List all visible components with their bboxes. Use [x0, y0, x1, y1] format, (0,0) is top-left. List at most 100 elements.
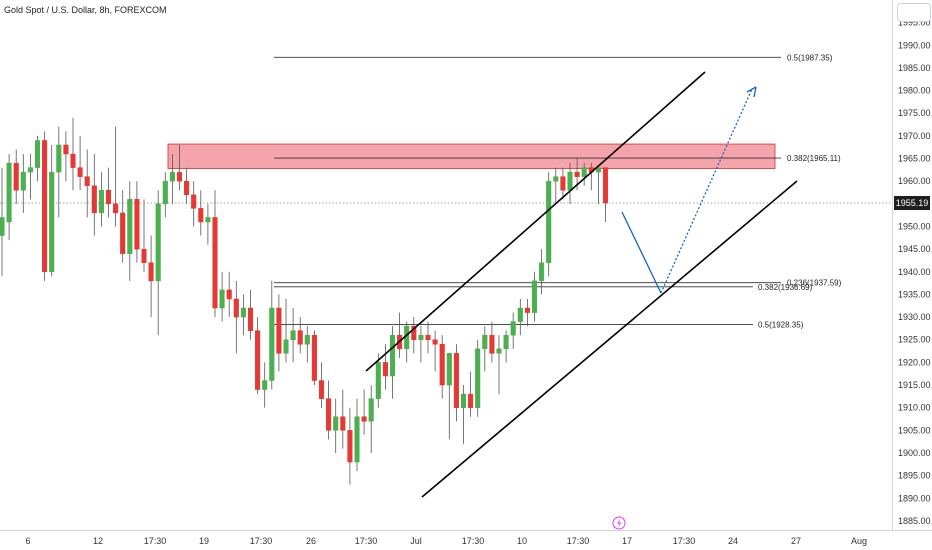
candle-body — [347, 430, 353, 463]
x-tick-label: 17:30 — [144, 536, 167, 546]
candle-body — [98, 190, 104, 214]
candle-body — [269, 307, 275, 381]
candle-body — [389, 334, 396, 377]
candle-body — [77, 167, 83, 177]
candle-body — [212, 217, 218, 309]
candle-body — [460, 393, 467, 408]
candle-body — [134, 199, 140, 250]
candle-body — [432, 339, 438, 345]
candle-body — [162, 180, 168, 205]
y-tick-label: 1965.00 — [898, 154, 931, 164]
candle-body — [141, 248, 147, 263]
candle-body — [489, 334, 495, 354]
x-tick-label: 12 — [93, 536, 103, 546]
candle-body — [105, 190, 112, 205]
candle-body — [304, 334, 310, 345]
x-tick-label: 19 — [199, 536, 209, 546]
candle-body — [120, 212, 126, 254]
candle-body — [531, 280, 538, 313]
candle-body — [311, 334, 317, 381]
candle-body — [247, 307, 254, 331]
candle-body — [240, 307, 246, 318]
y-tick-label: 1940.00 — [898, 267, 931, 277]
y-tick-label: 1925.00 — [898, 335, 931, 345]
candle-body — [198, 208, 204, 223]
x-tick-label: 17:30 — [355, 536, 378, 546]
supply-zone[interactable] — [167, 143, 776, 169]
y-tick-label: 1970.00 — [898, 131, 931, 141]
y-tick-label: 1930.00 — [898, 312, 931, 322]
x-tick-label: 17:30 — [673, 536, 696, 546]
candle-body — [233, 298, 239, 318]
candle-body — [361, 416, 367, 422]
x-tick-label: Aug — [851, 536, 867, 546]
y-tick-label: 1990.00 — [898, 40, 931, 50]
candle-body — [262, 380, 268, 390]
y-tick-label: 1885.00 — [898, 516, 931, 526]
x-tick-label: Jul — [410, 536, 422, 546]
candle-body — [290, 330, 296, 340]
candle-body — [191, 194, 197, 209]
y-tick-label: 1985.00 — [898, 63, 931, 73]
candle-body — [602, 167, 609, 204]
candle-body — [482, 334, 488, 350]
candle-body — [84, 176, 90, 186]
candle-body — [546, 180, 552, 263]
channel-upper-line — [365, 71, 706, 372]
candle-body — [595, 167, 601, 173]
y-tick-label: 1910.00 — [898, 403, 931, 413]
y-tick-label: 1900.00 — [898, 448, 931, 458]
y-tick-label: 1890.00 — [898, 493, 931, 503]
fib-label: 0.382(1965.11) — [787, 154, 841, 163]
price-axis[interactable]: 1885.00 1890.00 1895.00 1900.00 1905.00 1910.… — [898, 18, 931, 526]
candle-body — [219, 289, 225, 309]
candle-body — [91, 185, 97, 214]
channel-lower-line — [421, 180, 798, 498]
settings-button[interactable] — [897, 3, 931, 22]
y-tick-label: 1995.00 — [898, 18, 931, 28]
candle-body — [283, 339, 289, 354]
candles[interactable] — [0, 117, 609, 485]
candle-body — [34, 140, 41, 168]
candle-body — [567, 171, 573, 191]
projection-up-line — [660, 88, 753, 294]
y-tick-label: 1905.00 — [898, 425, 931, 435]
candle-body — [574, 171, 580, 177]
candle-body — [205, 217, 211, 223]
candle-body — [368, 398, 374, 422]
candle-body — [418, 334, 424, 340]
candle-body — [340, 416, 346, 431]
fib-levels[interactable]: 0.5(1987.35) 0.382(1965.11) 0.236(1937.59)… — [274, 53, 842, 330]
candle-body — [446, 353, 452, 386]
lightning-icon[interactable] — [612, 516, 626, 530]
y-tick-label: 1975.00 — [898, 108, 931, 118]
candle-body — [255, 330, 261, 390]
candle-body — [517, 307, 523, 322]
y-tick-label: 1945.00 — [898, 244, 931, 254]
fib-label: 0.5(1987.35) — [787, 53, 833, 62]
x-tick-label: 24 — [728, 536, 738, 546]
candle-body — [524, 307, 530, 313]
x-tick-label: 26 — [306, 536, 316, 546]
candle-body — [468, 393, 474, 408]
projection-arrowhead — [746, 86, 757, 98]
y-tick-label: 1935.00 — [898, 289, 931, 299]
candle-body — [560, 176, 566, 191]
candle-body — [581, 167, 587, 177]
candle-body — [375, 362, 381, 399]
candle-body — [326, 398, 332, 431]
current-price-label: 1955.19 — [894, 195, 930, 210]
chart-title: Gold Spot / U.S. Dollar, 8h, FOREXCOM — [4, 5, 167, 15]
y-tick-label: 1915.00 — [898, 380, 931, 390]
time-axis[interactable]: 6 12 17:30 19 17:30 26 17:30 Jul 17:30 10 17:30 17 1… — [25, 536, 867, 546]
drawings[interactable] — [365, 71, 798, 498]
y-tick-label: 1920.00 — [898, 357, 931, 367]
candle-body — [155, 203, 161, 282]
candle-body — [411, 325, 417, 340]
candle-body — [49, 171, 55, 273]
x-tick-label: 17:30 — [462, 536, 485, 546]
y-tick-label: 1960.00 — [898, 176, 931, 186]
candle-body — [42, 140, 48, 273]
x-tick-label: 10 — [517, 536, 527, 546]
